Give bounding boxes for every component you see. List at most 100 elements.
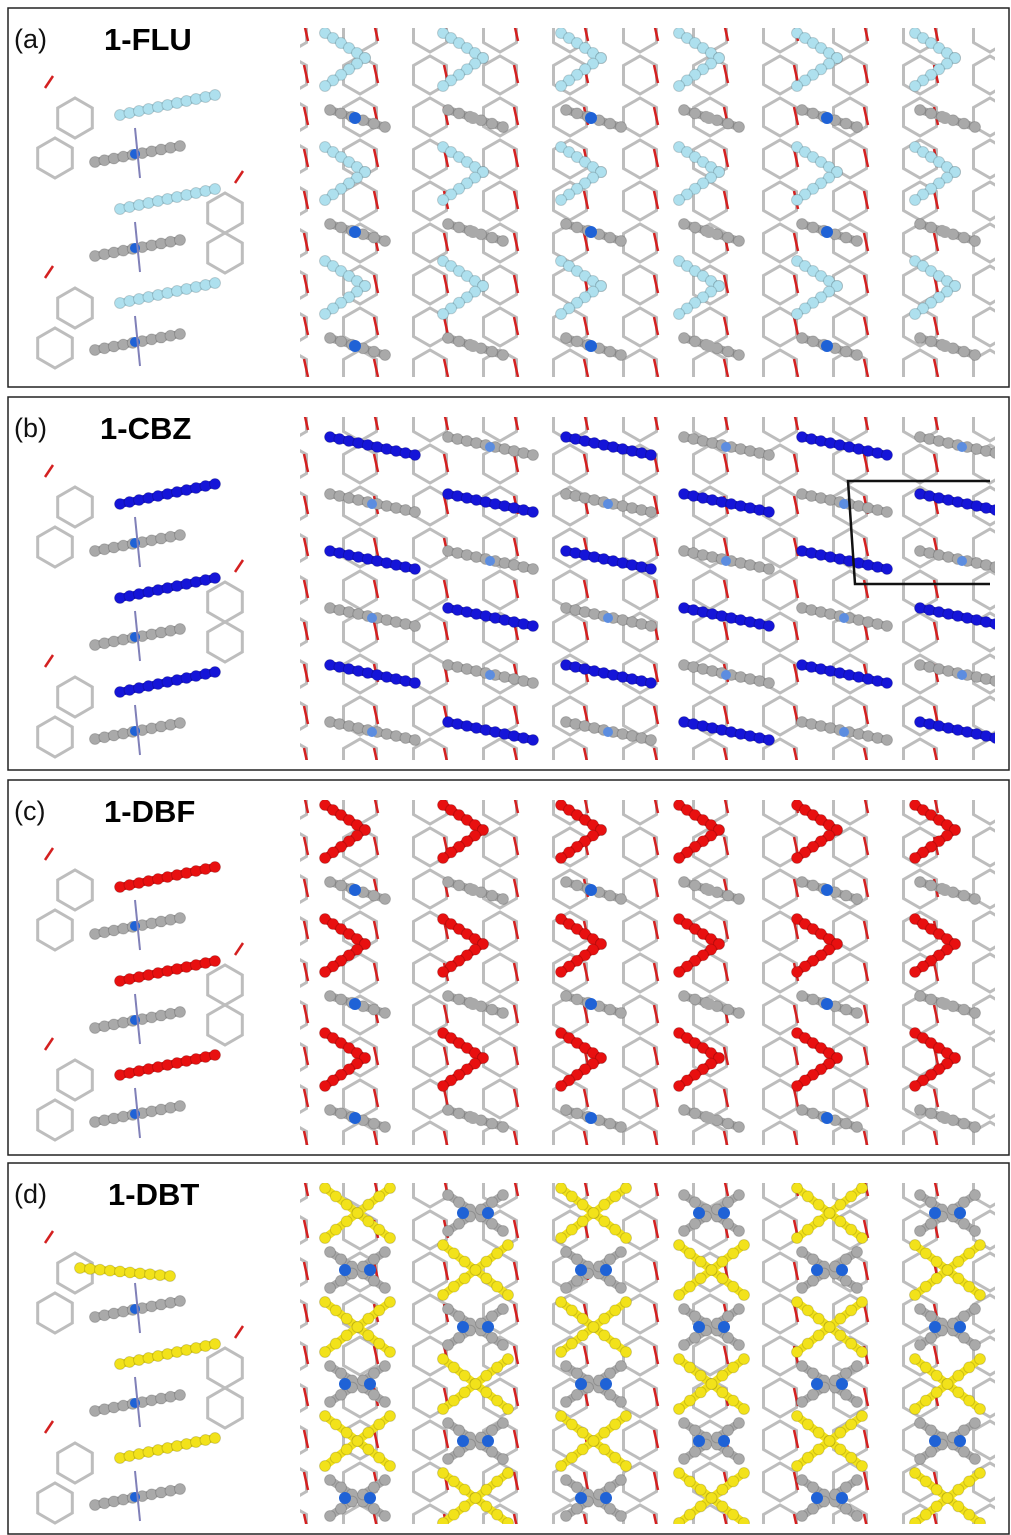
molecule-atom <box>459 1370 470 1381</box>
molecule-atom <box>797 1475 808 1486</box>
molecule-atom <box>835 1330 846 1341</box>
molecule-atom <box>728 1248 739 1259</box>
molecule-atom <box>605 890 616 901</box>
molecule-atom <box>556 1297 567 1308</box>
molecule-atom <box>802 1338 813 1349</box>
molecule-atom <box>528 735 539 746</box>
nitrogen-atom <box>349 112 361 124</box>
molecule-atom <box>975 1468 986 1479</box>
molecule-atom <box>363 1444 374 1455</box>
molecule-atom <box>841 1368 852 1379</box>
molecule-atom <box>910 853 921 864</box>
nitrogen-atom <box>485 442 495 452</box>
molecule-atom <box>566 1452 577 1463</box>
nitrogen-atom <box>939 998 951 1010</box>
nitrogen-atom <box>821 112 833 124</box>
molecule-atom <box>739 1404 750 1415</box>
molecule-atom <box>380 1008 391 1019</box>
molecule-atom <box>926 994 937 1005</box>
molecule-atom <box>616 1008 627 1019</box>
molecule-atom <box>792 1347 803 1358</box>
nitrogen-atom <box>821 226 833 238</box>
molecule-atom <box>690 1108 701 1119</box>
molecule-atom <box>931 1484 942 1495</box>
molecule-atom <box>470 1265 481 1276</box>
molecule-atom <box>385 1233 396 1244</box>
molecule-atom <box>964 1281 975 1292</box>
molecule-atom <box>723 1311 734 1322</box>
molecule-atom <box>764 735 775 746</box>
molecule-atom <box>572 1368 583 1379</box>
molecule-atom <box>566 1419 577 1430</box>
molecule-atom <box>674 1240 685 1251</box>
molecule-atom <box>566 1338 577 1349</box>
molecule-atom <box>970 1418 981 1429</box>
molecule-atom <box>556 1233 567 1244</box>
molecule-atom <box>448 1248 459 1259</box>
molecule-atom <box>561 1361 572 1372</box>
molecule-atom <box>646 735 657 746</box>
molecule-atom <box>797 877 808 888</box>
molecule-atom <box>448 1509 459 1520</box>
nitrogen-atom <box>339 1492 351 1504</box>
molecule-atom <box>385 1411 396 1422</box>
molecule-atom <box>175 913 186 924</box>
nitrogen-atom <box>718 1321 730 1333</box>
molecule-atom <box>325 1247 336 1258</box>
nitrogen-atom <box>939 340 951 352</box>
molecule-atom <box>792 1411 803 1422</box>
molecule-atom <box>959 1446 970 1457</box>
molecule-atom <box>438 195 449 206</box>
molecule-atom <box>487 232 498 243</box>
nitrogen-atom <box>703 340 715 352</box>
molecule-atom <box>846 1191 857 1202</box>
molecule-atom <box>835 1313 846 1324</box>
molecule-atom <box>325 333 336 344</box>
molecule-atom <box>926 1446 937 1457</box>
molecule-atom <box>369 1118 380 1129</box>
molecule-atom <box>953 1484 964 1495</box>
molecule-atom <box>336 1254 347 1265</box>
molecule-atom <box>438 309 449 320</box>
molecule-atom <box>325 1105 336 1116</box>
molecule-atom <box>910 81 921 92</box>
molecule-atom <box>764 450 775 461</box>
molecule-atom <box>380 1361 391 1372</box>
molecule-atom <box>846 1419 857 1430</box>
molecule-atom <box>717 1256 728 1267</box>
nitrogen-atom <box>939 226 951 238</box>
molecule-atom <box>577 1444 588 1455</box>
molecule-atom <box>621 1411 632 1422</box>
molecule-atom <box>599 1444 610 1455</box>
molecule-atom <box>852 1511 863 1522</box>
molecule-atom <box>882 621 893 632</box>
nitrogen-atom <box>811 1378 823 1390</box>
nitrogen-atom <box>585 226 597 238</box>
molecule-atom <box>808 1389 819 1400</box>
molecule-atom <box>336 994 347 1005</box>
molecule-atom <box>690 1446 701 1457</box>
molecule-atom <box>621 1233 632 1244</box>
molecule-atom <box>723 890 734 901</box>
nitrogen-atom <box>585 1112 597 1124</box>
molecule-atom <box>684 1248 695 1259</box>
molecule-atom <box>320 81 331 92</box>
molecule-atom <box>616 1475 627 1486</box>
molecule-atom <box>616 122 627 133</box>
molecule-atom <box>336 1108 347 1119</box>
molecule-atom <box>410 564 421 575</box>
molecule-atom <box>621 1183 632 1194</box>
molecule-atom <box>646 564 657 575</box>
molecule-atom <box>369 232 380 243</box>
molecule-atom <box>915 877 926 888</box>
molecule-atom <box>792 967 803 978</box>
molecule-atom <box>95 1264 106 1275</box>
molecule-atom <box>953 1273 964 1284</box>
molecule-atom <box>915 105 926 116</box>
molecule-atom <box>797 219 808 230</box>
molecule-atom <box>610 1338 621 1349</box>
molecule-atom <box>824 1436 835 1447</box>
molecule-atom <box>528 678 539 689</box>
molecule-atom <box>953 1256 964 1267</box>
molecule-atom <box>942 1379 953 1390</box>
